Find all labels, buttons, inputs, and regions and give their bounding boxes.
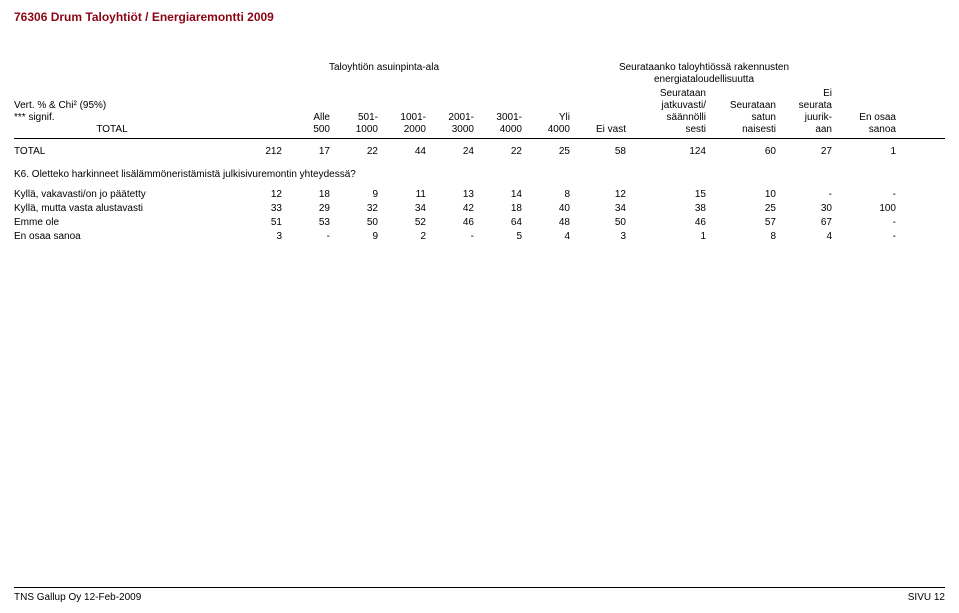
cell: 46 bbox=[626, 216, 706, 230]
colhead-7: Seurataanjatkuvasti/säännöllisesti bbox=[626, 88, 706, 136]
cell: 50 bbox=[330, 216, 378, 230]
colhead-1: 501-1000 bbox=[330, 88, 378, 136]
table-row: Kyllä, mutta vasta alustavasti3329323442… bbox=[14, 202, 945, 216]
cell: 12 bbox=[570, 188, 626, 202]
row-label: En osaa sanoa bbox=[14, 230, 234, 244]
cell: 22 bbox=[474, 145, 522, 159]
colhead-n bbox=[234, 88, 282, 136]
cell: 17 bbox=[282, 145, 330, 159]
cell: 22 bbox=[330, 145, 378, 159]
colhead-10: En osaasanoa bbox=[832, 88, 896, 136]
cell: 10 bbox=[706, 188, 776, 202]
colhead-3: 2001-3000 bbox=[426, 88, 474, 136]
superheader-follow: Seurataanko taloyhtiössä rakennusten ene… bbox=[594, 62, 814, 86]
cell-n: 12 bbox=[234, 188, 282, 202]
cell-n: 51 bbox=[234, 216, 282, 230]
cell: - bbox=[832, 188, 896, 202]
footer-right: SIVU 12 bbox=[908, 592, 945, 603]
cell: 58 bbox=[570, 145, 626, 159]
colhead-6: Ei vast bbox=[570, 88, 626, 136]
cell: 64 bbox=[474, 216, 522, 230]
cell-n: 212 bbox=[234, 145, 282, 159]
row-label: Emme ole bbox=[14, 216, 234, 230]
doc-title: 76306 Drum Taloyhtiöt / Energiaremontti … bbox=[14, 10, 945, 24]
cell-n: 33 bbox=[234, 202, 282, 216]
cell: - bbox=[776, 188, 832, 202]
colhead-5: Yli4000 bbox=[522, 88, 570, 136]
cell: 5 bbox=[474, 230, 522, 244]
cell: 44 bbox=[378, 145, 426, 159]
cell: 30 bbox=[776, 202, 832, 216]
cell: 4 bbox=[522, 230, 570, 244]
colhead-2: 1001-2000 bbox=[378, 88, 426, 136]
cell: 34 bbox=[378, 202, 426, 216]
cell: 50 bbox=[570, 216, 626, 230]
cell: 25 bbox=[522, 145, 570, 159]
page: 76306 Drum Taloyhtiöt / Energiaremontti … bbox=[0, 0, 959, 613]
row-label: Kyllä, mutta vasta alustavasti bbox=[14, 202, 234, 216]
left-header-total: TOTAL bbox=[14, 124, 234, 136]
totals-label: TOTAL bbox=[14, 146, 45, 157]
cell: 42 bbox=[426, 202, 474, 216]
table-row: Emme ole5153505246644850465767- bbox=[14, 216, 945, 230]
cell: 46 bbox=[426, 216, 474, 230]
cell: 2 bbox=[378, 230, 426, 244]
cell: 13 bbox=[426, 188, 474, 202]
cell: 29 bbox=[282, 202, 330, 216]
table-row: Kyllä, vakavasti/on jo päätetty121891113… bbox=[14, 188, 945, 202]
cell: 40 bbox=[522, 202, 570, 216]
question-text: K6. Oletteko harkinneet lisälämmöneristä… bbox=[14, 169, 945, 180]
row-label: Kyllä, vakavasti/on jo päätetty bbox=[14, 188, 234, 202]
super-headers: Taloyhtiön asuinpinta-ala Seurataanko ta… bbox=[14, 62, 945, 86]
cell: - bbox=[426, 230, 474, 244]
cell: 8 bbox=[706, 230, 776, 244]
superheader-area: Taloyhtiön asuinpinta-ala bbox=[234, 62, 534, 86]
cell: 32 bbox=[330, 202, 378, 216]
cell: 124 bbox=[626, 145, 706, 159]
colhead-4: 3001-4000 bbox=[474, 88, 522, 136]
left-header-line2: *** signif. bbox=[14, 112, 234, 124]
cell: 18 bbox=[282, 188, 330, 202]
cell: - bbox=[832, 230, 896, 244]
cell: 14 bbox=[474, 188, 522, 202]
cell: 38 bbox=[626, 202, 706, 216]
cell: 9 bbox=[330, 188, 378, 202]
cell: 60 bbox=[706, 145, 776, 159]
totals-row: TOTAL 2121722442422255812460271 bbox=[14, 145, 945, 159]
table-row: En osaa sanoa3-92-543184- bbox=[14, 230, 945, 244]
cell: 9 bbox=[330, 230, 378, 244]
cell: 1 bbox=[832, 145, 896, 159]
cell: 100 bbox=[832, 202, 896, 216]
cell: 3 bbox=[570, 230, 626, 244]
cell: 18 bbox=[474, 202, 522, 216]
cell: 11 bbox=[378, 188, 426, 202]
colhead-9: Eiseuratajuurik-aan bbox=[776, 88, 832, 136]
left-header-line1: Vert. % & Chi² (95%) bbox=[14, 100, 234, 112]
cell: 53 bbox=[282, 216, 330, 230]
cell-n: 3 bbox=[234, 230, 282, 244]
colhead-8: Seurataansatunnaisesti bbox=[706, 88, 776, 136]
cell: - bbox=[832, 216, 896, 230]
cell: 1 bbox=[626, 230, 706, 244]
column-headers: Vert. % & Chi² (95%) *** signif. TOTAL A… bbox=[14, 88, 945, 139]
footer: TNS Gallup Oy 12-Feb-2009 SIVU 12 bbox=[14, 587, 945, 603]
cell: 52 bbox=[378, 216, 426, 230]
cell: 8 bbox=[522, 188, 570, 202]
cell: 4 bbox=[776, 230, 832, 244]
cell: 24 bbox=[426, 145, 474, 159]
cell: 57 bbox=[706, 216, 776, 230]
cell: 67 bbox=[776, 216, 832, 230]
cell: - bbox=[282, 230, 330, 244]
cell: 48 bbox=[522, 216, 570, 230]
colhead-0: Alle500 bbox=[282, 88, 330, 136]
footer-left: TNS Gallup Oy 12-Feb-2009 bbox=[14, 592, 141, 603]
cell: 27 bbox=[776, 145, 832, 159]
cell: 34 bbox=[570, 202, 626, 216]
cell: 25 bbox=[706, 202, 776, 216]
data-rows: Kyllä, vakavasti/on jo päätetty121891113… bbox=[14, 188, 945, 244]
cell: 15 bbox=[626, 188, 706, 202]
